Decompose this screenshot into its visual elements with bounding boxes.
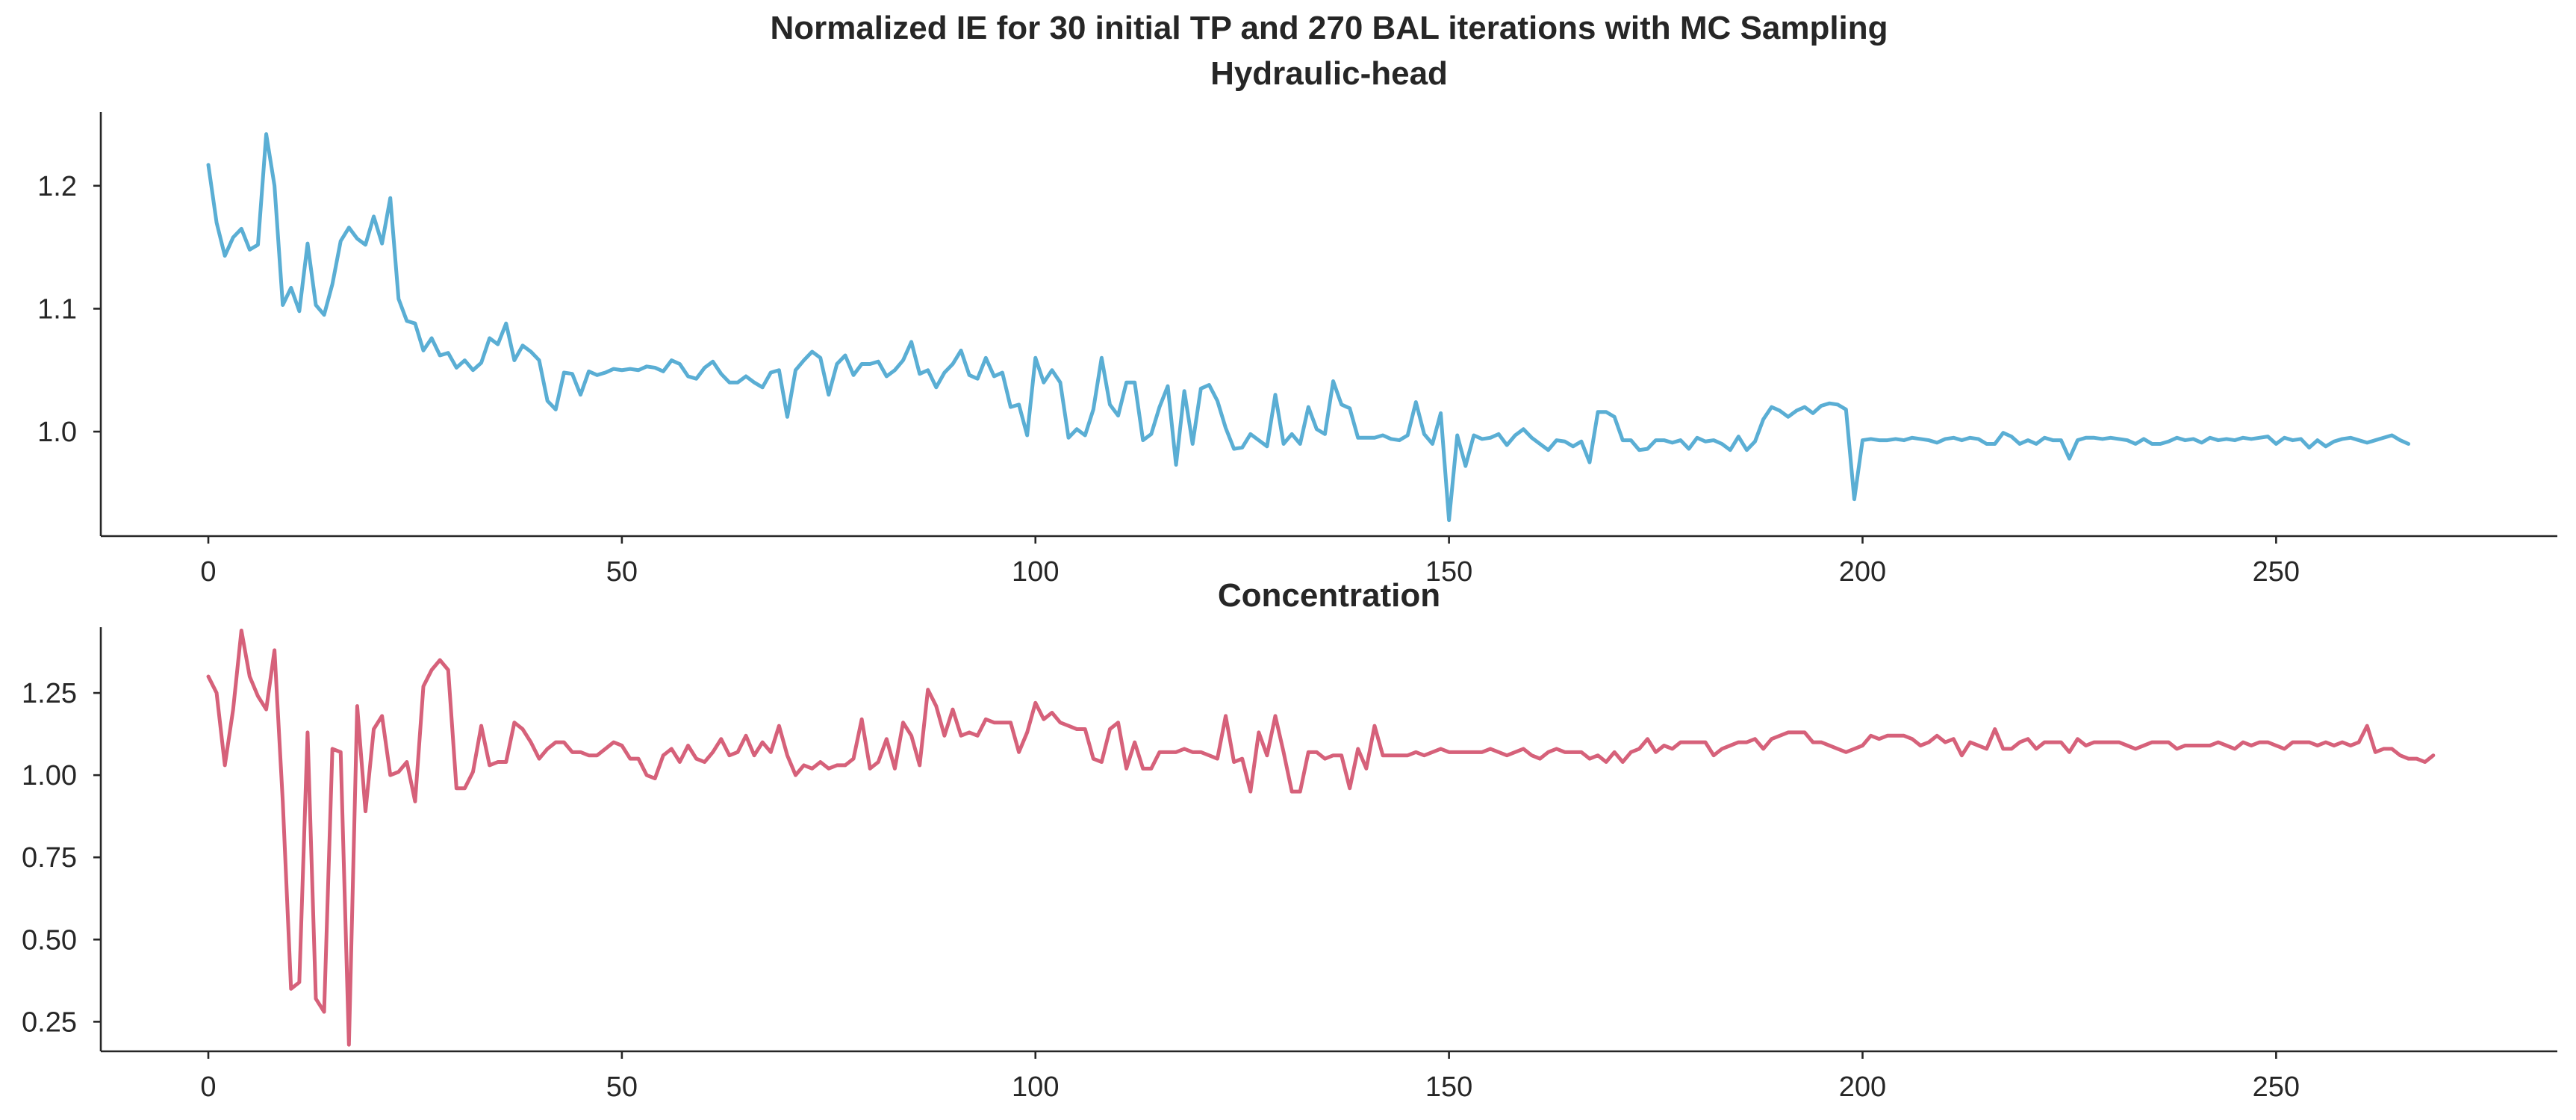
concentration-x-tick-label-50: 50 [606,1071,638,1103]
hydraulic-head-panel: Hydraulic-head 0 50 100 150 200 250 1.0 1.1 1.2 [37,55,2557,588]
hydraulic-head-y-tick-label-1.2: 1.2 [37,171,77,202]
hydraulic-head-x-ticks: 0 50 100 150 200 250 [200,536,2300,588]
concentration-y-tick-label-1.00: 1.00 [22,760,77,791]
hydraulic-head-x-tick-label-200: 200 [1839,556,1886,588]
concentration-y-ticks: 0.25 0.50 0.75 1.00 1.25 [22,678,101,1038]
concentration-x-ticks: 0 50 100 150 200 250 [200,1051,2300,1103]
concentration-title: Concentration [1218,577,1440,614]
hydraulic-head-title: Hydraulic-head [1210,55,1448,92]
concentration-panel: Concentration 0 50 100 150 200 250 0.250.500.… [22,577,2557,1103]
hydraulic-head-y-tick-label-1.1: 1.1 [37,293,77,325]
concentration-x-tick-label-0: 0 [200,1071,216,1103]
hydraulic-head-x-tick-label-50: 50 [606,556,638,588]
figure-suptitle: Normalized IE for 30 initial TP and 270 … [770,10,1888,46]
concentration-x-tick-label-100: 100 [1012,1071,1059,1103]
concentration-x-tick-label-250: 250 [2253,1071,2300,1103]
concentration-y-tick-label-0.50: 0.50 [22,924,77,956]
concentration-x-tick-label-150: 150 [1425,1071,1472,1103]
concentration-y-tick-label-0.25: 0.25 [22,1007,77,1038]
concentration-x-tick-label-200: 200 [1839,1071,1886,1103]
concentration-y-tick-label-0.75: 0.75 [22,842,77,874]
hydraulic-head-x-tick-label-250: 250 [2253,556,2300,588]
hydraulic-head-x-tick-label-0: 0 [200,556,216,588]
concentration-series-line [206,628,2436,1047]
hydraulic-head-x-tick-label-150: 150 [1425,556,1472,588]
hydraulic-head-y-tick-label-1.0: 1.0 [37,417,77,448]
hydraulic-head-series-line [206,132,2411,523]
concentration-y-tick-label-1.25: 1.25 [22,678,77,709]
hydraulic-head-x-tick-label-100: 100 [1012,556,1059,588]
hydraulic-head-y-ticks: 1.0 1.1 1.2 [37,171,101,448]
